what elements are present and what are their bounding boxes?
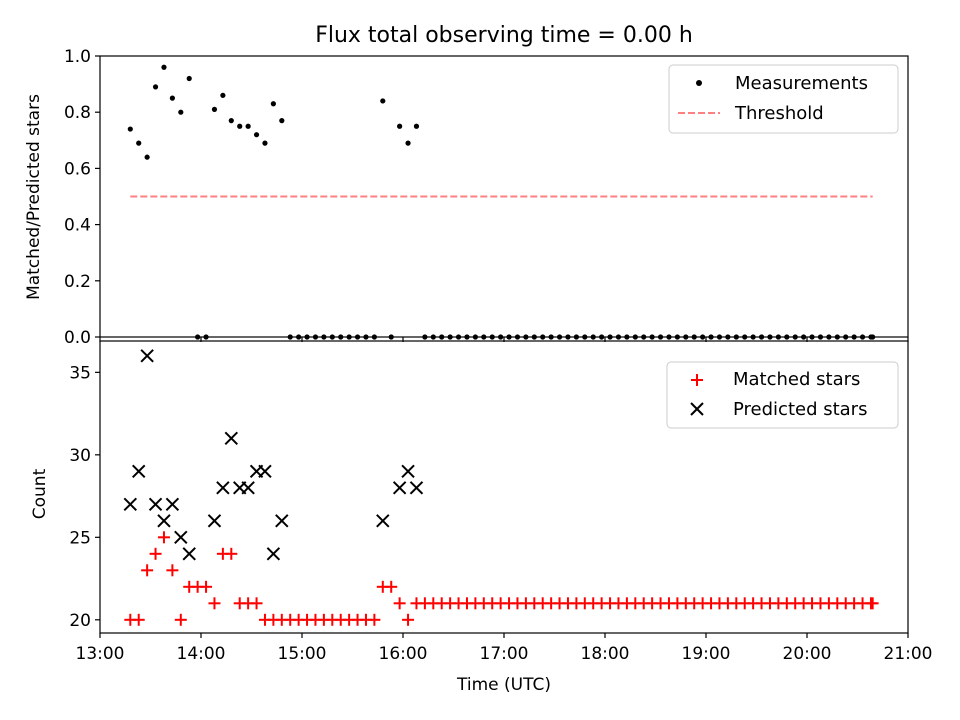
legend-predicted-label: Predicted stars (733, 399, 867, 420)
y-tick-label: 0.0 (64, 328, 91, 348)
predicted-star-point (216, 481, 230, 495)
predicted-star-point (157, 514, 171, 528)
top-y-ticks: 0.0 0.2 0.4 0.6 0.8 1.0 (64, 47, 100, 348)
predicted-star-point (258, 464, 272, 479)
x-tick-label: 16:00 (379, 644, 428, 664)
bottom-y-axis-label: Count (30, 468, 50, 519)
predicted-star-point (241, 481, 255, 495)
measurement-point (397, 123, 403, 129)
measurement-point (253, 132, 260, 138)
y-tick-label: 30 (69, 446, 91, 466)
matched-star-point (385, 580, 398, 593)
measurement-point (161, 64, 167, 70)
measurement-point (144, 154, 150, 160)
predicted-star-point (182, 547, 196, 561)
legend-measurements-marker (696, 80, 702, 86)
bottom-x-ticks: 13:00 14:00 15:00 16:00 17:00 18:00 19:00 20:00… (76, 633, 933, 664)
bottom-y-ticks: 20 25 30 35 (69, 363, 100, 631)
predicted-star-point (224, 431, 239, 446)
measurement-point (380, 98, 386, 104)
predicted-star-point (401, 464, 415, 479)
measurement-point (237, 123, 243, 129)
measurement-point (270, 101, 276, 107)
top-legend: Measurements Threshold (668, 64, 899, 134)
predicted-star-point (207, 514, 222, 528)
measurement-point (178, 109, 184, 115)
measurement-point (211, 106, 218, 112)
matched-star-point (132, 613, 145, 626)
x-tick-label: 15:00 (278, 644, 327, 664)
bottom-legend-box (666, 361, 899, 429)
predicted-star-point (392, 481, 407, 495)
y-tick-label: 0.2 (64, 272, 91, 292)
x-tick-label: 20:00 (783, 644, 832, 664)
matched-star-point (393, 597, 406, 610)
predicted-star-point (123, 497, 138, 512)
predicted-star-point (266, 547, 281, 561)
predicted-star-point (140, 349, 154, 363)
legend-measurements-label: Measurements (735, 73, 868, 94)
measurement-point (262, 140, 268, 146)
matched-star-point (166, 564, 179, 577)
x-tick-label: 18:00 (581, 644, 630, 664)
matched-star-point (208, 597, 221, 610)
x-axis-label: Time (UTC) (456, 675, 551, 695)
predicted-star-point (132, 464, 146, 479)
y-tick-label: 20 (69, 611, 91, 631)
top-plot-marks (127, 64, 876, 340)
matched-star-point (866, 597, 879, 610)
predicted-star-point (275, 514, 289, 528)
legend-threshold-label: Threshold (734, 103, 824, 124)
predicted-star-point (174, 530, 188, 545)
matched-star-point (402, 613, 415, 626)
top-y-axis-label: Matched/Predicted stars (24, 94, 44, 300)
bottom-legend: Matched stars Predicted stars (666, 361, 899, 429)
matched-star-point (141, 564, 154, 577)
legend-matched-label: Matched stars (733, 369, 860, 390)
legend-matched-marker (691, 374, 703, 386)
measurement-point (186, 75, 192, 82)
top-legend-box (668, 64, 899, 134)
x-tick-label: 13:00 (76, 644, 125, 664)
measurement-point (152, 84, 159, 90)
y-tick-label: 25 (69, 528, 91, 548)
measurement-point (245, 123, 251, 129)
chart-title: Flux total observing time = 0.00 h (315, 23, 693, 48)
measurement-point (279, 118, 285, 124)
measurement-point (136, 140, 142, 146)
y-tick-label: 0.6 (64, 159, 91, 179)
measurement-point (220, 92, 226, 98)
bottom-plot-marks (123, 349, 879, 626)
matched-star-point (250, 597, 263, 610)
matched-star-point (174, 613, 187, 626)
legend-predicted-marker (690, 402, 704, 416)
matched-star-point (149, 547, 162, 560)
x-tick-label: 21:00 (884, 644, 933, 664)
x-tick-label: 17:00 (480, 644, 529, 664)
matched-star-point (157, 531, 170, 544)
measurement-point (228, 118, 234, 124)
predicted-star-point (409, 481, 424, 495)
x-tick-label: 14:00 (177, 644, 226, 664)
predicted-star-point (165, 497, 180, 512)
predicted-star-point (376, 514, 390, 528)
measurement-point (169, 95, 175, 101)
matched-star-point (200, 580, 213, 593)
y-tick-label: 35 (69, 363, 91, 383)
matched-star-point (225, 547, 238, 560)
y-tick-label: 0.8 (64, 103, 91, 123)
matched-star-point (368, 613, 381, 626)
y-tick-label: 1.0 (64, 47, 91, 67)
measurement-point (413, 123, 420, 129)
measurement-point (405, 140, 411, 146)
x-tick-label: 19:00 (682, 644, 731, 664)
measurement-point (127, 126, 133, 132)
predicted-star-point (148, 497, 163, 512)
y-tick-label: 0.4 (64, 216, 91, 236)
